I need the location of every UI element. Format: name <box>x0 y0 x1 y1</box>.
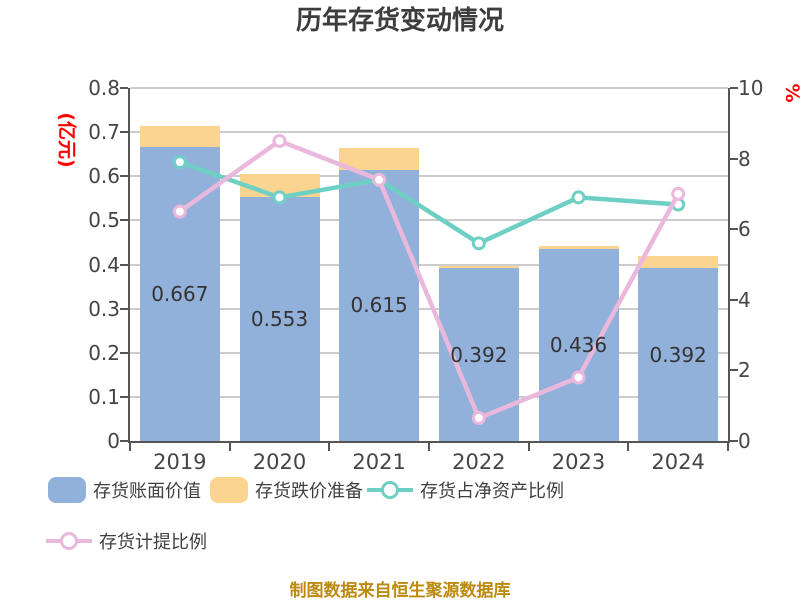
right-axis-tick <box>730 440 738 442</box>
right-axis-tick-label: 0 <box>738 429 751 453</box>
x-axis-category-label: 2023 <box>551 450 606 474</box>
bar-writedown-2020 <box>239 174 320 197</box>
left-axis-tick-label: 0.4 <box>88 252 120 277</box>
legend-line-marker-pink <box>46 528 92 554</box>
legend-item-inventory-writedown-reserve: 存货跌价准备 <box>210 477 363 503</box>
x-axis-category-label: 2019 <box>153 450 207 474</box>
bar-writedown-2019 <box>139 125 220 147</box>
legend-item-inventory-to-net-assets-ratio: 存货占净资产比例 <box>367 477 564 503</box>
right-axis-tick-label: 6 <box>738 217 751 242</box>
left-axis-tick-label: 0.3 <box>88 296 120 321</box>
marker-provision-ratio-2024 <box>671 186 686 201</box>
right-axis-tick <box>730 228 738 231</box>
x-axis-line <box>128 441 730 443</box>
left-axis-tick-label: 0.5 <box>88 208 120 233</box>
left-axis-tick-label: 0.8 <box>88 76 120 100</box>
x-axis-tick <box>129 443 131 451</box>
left-axis-tick <box>120 307 128 310</box>
bar-value-label-2022: 0.392 <box>450 342 508 367</box>
left-axis-tick <box>120 219 128 222</box>
right-axis-tick <box>730 298 738 301</box>
left-axis-tick-label: 0.1 <box>88 384 120 409</box>
marker-net-assets-ratio-2023 <box>571 190 586 205</box>
bar-value-label-2021: 0.615 <box>350 293 408 318</box>
left-axis-tick-label: 0.7 <box>88 120 120 145</box>
right-axis-line <box>728 88 730 443</box>
x-axis-tick <box>527 443 530 451</box>
bar-value-label-2023: 0.436 <box>549 332 608 357</box>
left-axis-tick <box>120 395 128 398</box>
right-axis-tick-label: 4 <box>738 287 751 312</box>
right-axis-tick <box>730 369 738 372</box>
x-axis-category-label: 2020 <box>252 450 307 474</box>
x-axis-tick <box>428 443 430 451</box>
legend-line-marker-teal <box>367 477 413 503</box>
legend-label: 存货跌价准备 <box>255 481 363 502</box>
bar-writedown-2024 <box>638 256 719 269</box>
left-axis-tick-label: 0 <box>107 429 120 453</box>
marker-provision-ratio-2020 <box>272 133 287 148</box>
x-axis-category-label: 2021 <box>352 450 406 474</box>
left-axis-line <box>128 88 130 443</box>
right-axis-tick-label: 8 <box>738 146 751 171</box>
left-axis-tick <box>120 440 128 442</box>
marker-net-assets-ratio-2024 <box>671 197 686 212</box>
right-axis-tick-label: 10 <box>738 76 764 100</box>
grid-line <box>130 131 728 134</box>
left-axis-tick <box>120 87 128 89</box>
chart-title: 历年存货变动情况 <box>295 6 504 36</box>
legend-item-inventory-book-value: 存货账面价值 <box>48 477 201 503</box>
x-axis-tick <box>627 443 630 451</box>
x-axis-category-label: 2024 <box>651 450 705 474</box>
grid-line <box>130 87 728 89</box>
bar-value-label-2019: 0.667 <box>151 281 209 306</box>
left-axis-tick <box>120 263 128 266</box>
legend-item-inventory-provision-ratio: 存货计提比例 <box>46 528 207 554</box>
right-axis-tick <box>730 87 738 89</box>
right-axis-tick <box>730 157 738 160</box>
x-axis-category-label: 2022 <box>452 450 506 474</box>
legend-label: 存货占净资产比例 <box>420 481 564 502</box>
legend-swatch-blue <box>48 477 86 503</box>
x-axis-tick <box>228 443 231 451</box>
bar-value-label-2024: 0.392 <box>649 342 707 367</box>
bar-writedown-2021 <box>339 148 420 170</box>
x-axis-tick <box>328 443 331 451</box>
left-axis-tick <box>120 175 128 178</box>
left-axis-tick <box>120 351 128 354</box>
legend-swatch-orange <box>210 477 248 503</box>
x-axis-tick <box>727 443 729 451</box>
marker-net-assets-ratio-2022 <box>471 236 486 251</box>
legend-label: 存货账面价值 <box>93 481 201 502</box>
right-axis-tick-label: 2 <box>738 358 751 383</box>
left-axis-tick-label: 0.6 <box>88 164 120 189</box>
left-axis-tick <box>120 131 128 134</box>
legend-label: 存货计提比例 <box>99 532 207 553</box>
bar-value-label-2020: 0.553 <box>250 306 309 331</box>
data-source-footer: 制图数据来自恒生聚源数据库 <box>289 581 511 600</box>
right-axis-unit-label: % <box>781 83 800 102</box>
left-axis-tick-label: 0.2 <box>88 340 120 365</box>
